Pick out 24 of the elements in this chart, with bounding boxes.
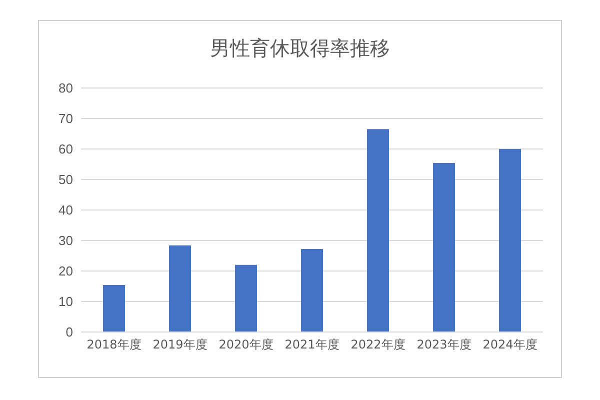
y-tick-label: 30 xyxy=(58,233,73,248)
x-tick-label: 2019年度 xyxy=(152,338,208,352)
bar xyxy=(103,285,125,332)
x-tick-label: 2024年度 xyxy=(482,338,538,352)
bar xyxy=(301,249,323,332)
y-tick-label: 10 xyxy=(58,294,73,310)
y-tick-label: 20 xyxy=(58,264,73,279)
y-tick-label: 40 xyxy=(58,202,73,218)
x-tick-label: 2021年度 xyxy=(284,338,340,352)
bar xyxy=(499,149,521,332)
x-tick-label: 2022年度 xyxy=(350,338,406,352)
x-tick-label: 2023年度 xyxy=(416,338,472,352)
x-tick-label: 2018年度 xyxy=(86,338,142,352)
y-tick-label: 60 xyxy=(58,142,73,157)
bar xyxy=(367,129,389,332)
y-tick-label: 70 xyxy=(58,111,73,126)
chart-title: 男性育休取得率推移 xyxy=(209,35,391,62)
bar xyxy=(235,264,257,332)
bar xyxy=(433,163,455,332)
bar xyxy=(169,245,191,332)
y-tick-label: 80 xyxy=(58,80,73,96)
y-tick-label: 50 xyxy=(58,172,73,188)
x-tick-label: 2020年度 xyxy=(218,338,274,352)
y-tick-label: 0 xyxy=(66,324,73,340)
